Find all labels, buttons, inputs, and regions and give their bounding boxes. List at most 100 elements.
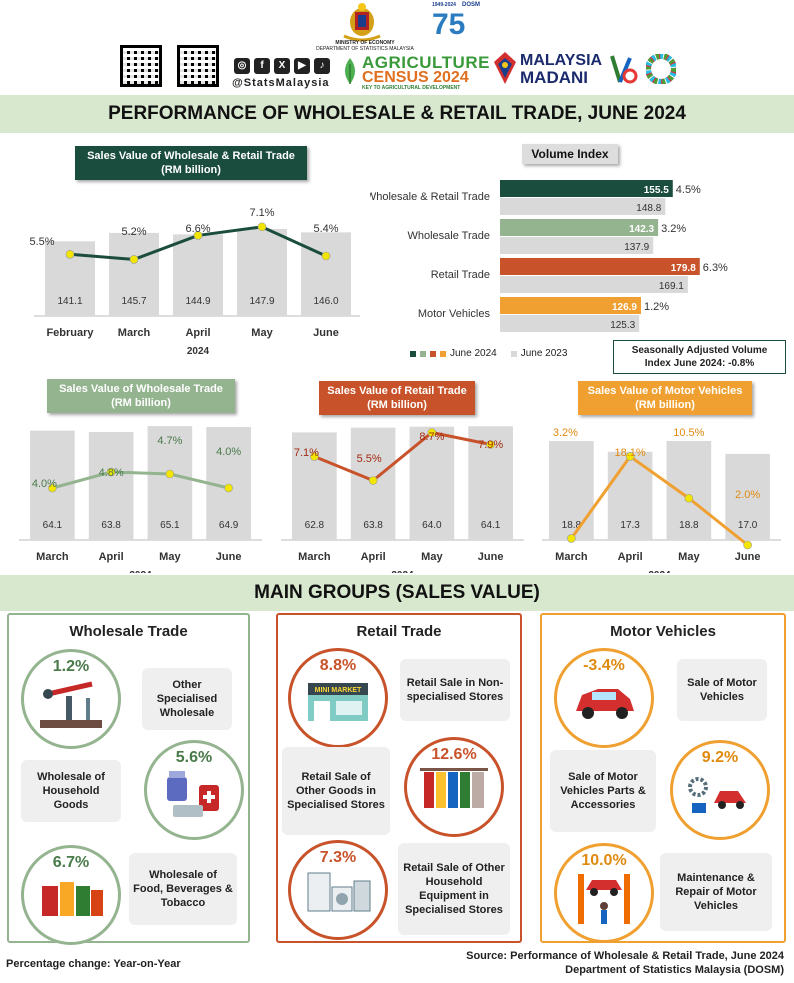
change-point — [567, 534, 576, 543]
change-label: 7.1% — [294, 447, 319, 459]
x-tick-label: April — [99, 551, 124, 563]
wholesale-label-2: Wholesale of Household Goods — [21, 760, 121, 822]
chart3-title-line1: Sales Value of Wholesale Trade — [59, 383, 223, 395]
change-point — [684, 493, 694, 503]
x-tick-label: March — [118, 327, 151, 339]
bar — [549, 441, 594, 540]
legend-swatch-2024d — [440, 350, 446, 357]
change-point — [257, 222, 267, 232]
sdg-wheel-icon — [646, 54, 676, 84]
change-label: 3.2% — [553, 427, 578, 439]
madani-line1: MALAYSIA — [520, 52, 603, 69]
change-label: 4.7% — [157, 435, 182, 447]
instagram-icon[interactable]: ◎ — [234, 58, 250, 74]
change-label: 4.5% — [676, 184, 701, 196]
oil-pump-icon — [40, 681, 102, 728]
bar-june-2023 — [500, 237, 654, 254]
legend-label-2024: June 2024 — [450, 348, 497, 359]
bar-value-label: 64.9 — [219, 520, 239, 531]
wholesale-pct-2: 5.6% — [175, 749, 213, 766]
category-label: Motor Vehicles — [418, 308, 491, 320]
bar-value-2024: 155.5 — [644, 185, 669, 196]
bar-value-2024: 126.9 — [612, 302, 637, 313]
x-tick-label: May — [159, 551, 181, 563]
change-label: 5.4% — [313, 223, 338, 235]
anniv-number: 75 — [432, 8, 466, 41]
mini-market-icon: MINI MARKET — [308, 683, 368, 721]
bar-value-label: 64.0 — [422, 520, 442, 531]
census-line2: CENSUS 2024 — [362, 69, 469, 86]
bar — [88, 431, 134, 540]
madani-line2: MADANI — [520, 68, 588, 87]
car-parts-icon — [688, 777, 746, 813]
change-label: 7.9% — [478, 439, 503, 451]
car-icon — [576, 689, 634, 719]
bar — [725, 453, 770, 540]
x-tick-label: March — [298, 551, 331, 563]
year-label: 2024 — [187, 346, 210, 357]
change-point — [129, 255, 139, 264]
ministry-line2: DEPARTMENT OF STATISTICS MALAYSIA — [316, 46, 414, 52]
bar-value-label: 18.8 — [562, 520, 582, 531]
change-label: 2.0% — [735, 489, 760, 501]
food-cans-icon — [42, 882, 103, 916]
x-tick-label: April — [361, 551, 386, 563]
group-wholesale-title: Wholesale Trade — [69, 623, 188, 640]
change-label: 3.2% — [661, 223, 686, 235]
x-tick-label: May — [251, 327, 273, 339]
tiktok-icon[interactable]: ♪ — [314, 58, 330, 74]
bar-value-label: 144.9 — [185, 296, 210, 307]
census-line1: AGRICULTURE — [362, 53, 490, 72]
facebook-icon[interactable]: f — [254, 58, 270, 74]
footer-source-2: Department of Statistics Malaysia (DOSM) — [565, 964, 784, 976]
social-handle[interactable]: @StatsMalaysia — [232, 77, 330, 89]
bar-june-2024 — [500, 258, 700, 275]
bar-value-label: 18.8 — [679, 520, 699, 531]
anniv-years: 1949-2024 — [432, 2, 456, 8]
wholesale-label-3: Wholesale of Food, Beverages & Tobacco — [129, 853, 237, 925]
change-point — [625, 452, 635, 461]
bar-value-label: 64.1 — [481, 520, 501, 531]
motor-circle-3: 10.0% — [554, 843, 654, 943]
anniv-brand: DOSM — [462, 2, 480, 8]
change-label: 18.1% — [615, 447, 646, 459]
header: MINISTRY OF ECONOMY DEPARTMENT OF STATIS… — [0, 0, 794, 92]
change-label: 4.0% — [32, 478, 57, 490]
bar-june-2024 — [500, 297, 641, 314]
volume-legend: June 2024 June 2023 — [410, 348, 567, 359]
volume-index-title: Volume Index — [522, 144, 618, 164]
youtube-icon[interactable]: ▶ — [294, 58, 310, 74]
chart5-title-line2: (RM billion) — [635, 399, 695, 411]
leaf-icon — [345, 58, 355, 84]
seasonal-note-line2: Index June 2024: -0.8% — [644, 358, 755, 369]
year-label: 2024 — [391, 570, 414, 573]
x-tick-label: June — [313, 327, 339, 339]
car-lift-icon — [578, 874, 630, 924]
x-tick-label: May — [421, 551, 443, 563]
change-line — [313, 430, 491, 483]
chart1-title: Sales Value of Wholesale & Retail Trade … — [75, 146, 307, 180]
bar-value-2024: 142.3 — [629, 224, 654, 235]
bar-value-2023: 169.1 — [659, 281, 684, 292]
change-label: 7.1% — [249, 207, 274, 219]
change-label: 6.6% — [185, 223, 210, 235]
chart-volume-index: Wholesale & Retail Trade 155.5 4.5% 148.8 Wh… — [370, 180, 728, 332]
change-line — [570, 454, 749, 547]
bar-june-2023 — [500, 276, 688, 293]
change-label: 10.5% — [673, 427, 704, 439]
seasonal-note-line1: Seasonally Adjusted Volume — [631, 345, 768, 356]
chart1-title-line2: (RM billion) — [161, 164, 221, 176]
change-label: 5.5% — [30, 236, 55, 248]
retail-circle-1: 8.8% MINI MARKET — [288, 648, 388, 748]
x-icon[interactable]: X — [274, 58, 290, 74]
retail-pct-3: 7.3% — [319, 849, 357, 866]
x-tick-label: March — [555, 551, 588, 563]
chart3-title: Sales Value of Wholesale Trade (RM billi… — [47, 379, 235, 413]
retail-label-3: Retail Sale of Other Household Equipment… — [398, 843, 510, 935]
x-tick-label: April — [185, 327, 210, 339]
change-point — [427, 428, 437, 437]
bar-value-label: 64.1 — [43, 520, 63, 531]
retail-label-2: Retail Sale of Other Goods in Specialise… — [282, 747, 390, 835]
group-retail-title: Retail Trade — [356, 623, 442, 640]
change-label: 1.2% — [644, 301, 669, 313]
